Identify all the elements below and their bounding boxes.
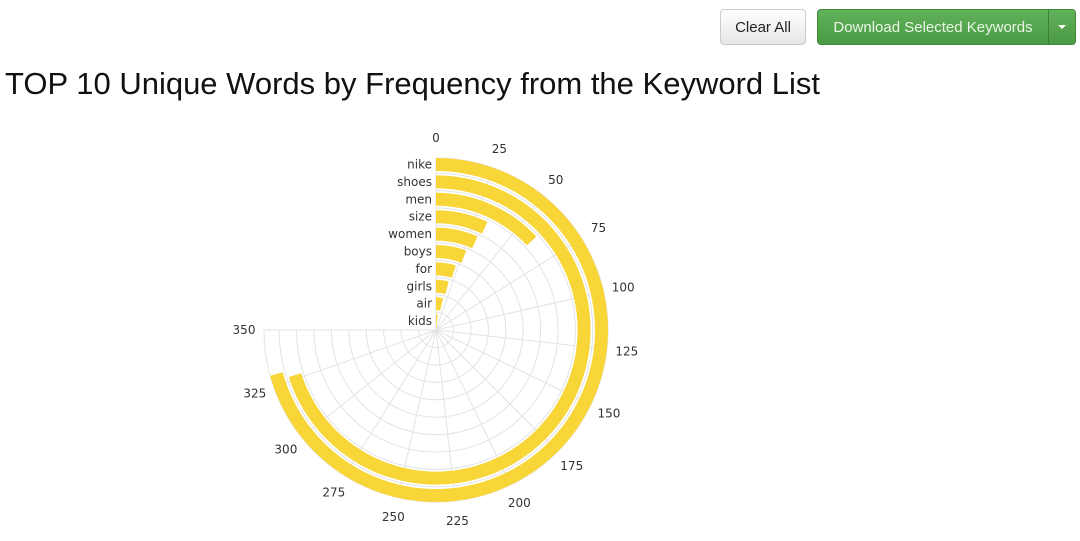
category-label: for [416, 262, 433, 276]
tick-label: 300 [274, 443, 297, 457]
tick-label: 325 [243, 386, 266, 400]
tick-label: 0 [432, 131, 440, 145]
bar-for [436, 262, 456, 278]
category-label: kids [408, 314, 432, 328]
tick-label: 25 [492, 142, 507, 156]
bar-size [436, 210, 488, 234]
tick-label: 225 [446, 514, 469, 528]
bar-kids [436, 314, 438, 328]
category-label: men [405, 192, 432, 206]
download-selected-keywords-button[interactable]: Download Selected Keywords [817, 9, 1049, 45]
tick-label: 150 [598, 406, 621, 420]
tick-label: 125 [615, 344, 638, 358]
tick-label: 175 [560, 459, 583, 473]
tick-label: 100 [612, 280, 635, 294]
bar-girls [436, 279, 449, 295]
tick-label: 350 [233, 323, 256, 337]
tick-label: 200 [508, 496, 531, 510]
tick-label: 50 [548, 173, 563, 187]
caret-down-icon [1058, 25, 1066, 29]
category-label: air [416, 297, 432, 311]
category-label: size [409, 210, 432, 224]
category-label: boys [404, 245, 432, 259]
bar-men [436, 192, 537, 246]
category-label: women [388, 227, 432, 241]
tick-label: 250 [382, 510, 405, 524]
category-label: shoes [397, 175, 432, 189]
category-label: girls [407, 279, 432, 293]
download-options-dropdown[interactable] [1048, 9, 1076, 45]
bar-air [436, 297, 444, 311]
tick-label: 75 [591, 221, 606, 235]
clear-all-button[interactable]: Clear All [720, 9, 806, 45]
bar-boys [436, 245, 467, 263]
category-label: nike [407, 158, 432, 172]
bar-women [436, 227, 478, 249]
tick-label: 275 [322, 486, 345, 500]
chart-title: TOP 10 Unique Words by Frequency from th… [5, 66, 820, 101]
